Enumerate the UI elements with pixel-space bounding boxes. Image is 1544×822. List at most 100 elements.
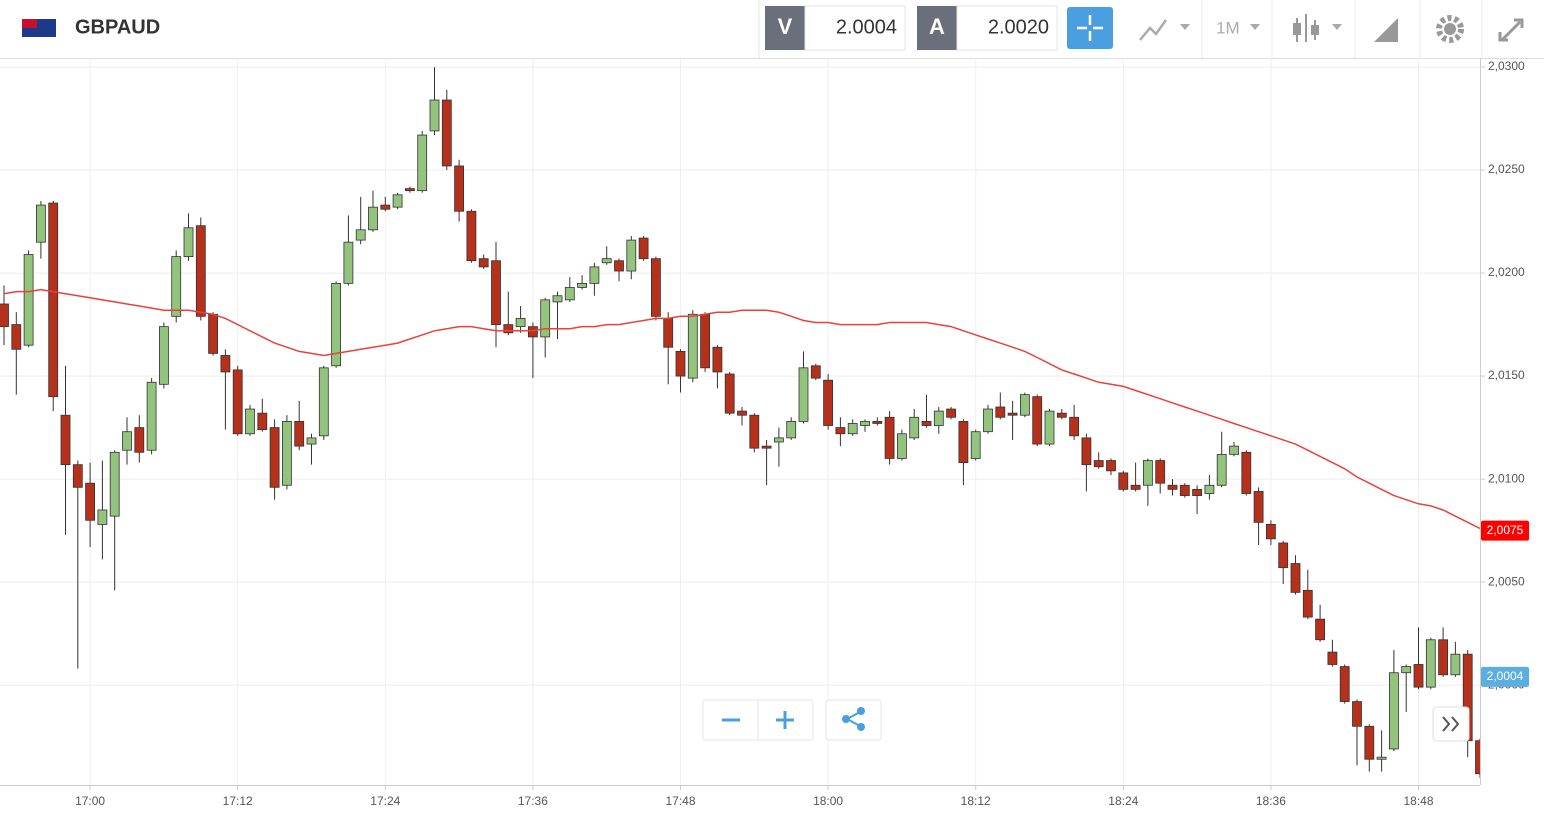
candle-body xyxy=(515,317,526,328)
candle-body xyxy=(380,204,391,210)
candle-body xyxy=(528,326,538,338)
candle-body xyxy=(1352,701,1362,727)
candle-body xyxy=(675,350,686,377)
candle-body xyxy=(417,134,428,192)
candle-body xyxy=(774,437,784,443)
x-tick-label: 17:12 xyxy=(223,794,253,808)
candle-body xyxy=(1192,488,1202,496)
settings-icon-part xyxy=(1444,23,1456,35)
candle-body xyxy=(749,414,760,449)
candle-body xyxy=(1278,542,1289,569)
candle-body xyxy=(724,373,735,414)
candle-body xyxy=(0,303,9,328)
candle-body xyxy=(1143,460,1153,486)
candle-body xyxy=(552,295,563,303)
x-tick-label: 17:24 xyxy=(370,794,400,808)
share-icon-part xyxy=(857,723,865,731)
candle-body xyxy=(478,258,489,268)
candle-body xyxy=(601,258,612,264)
candle-body xyxy=(1093,460,1104,468)
candle-body xyxy=(1327,651,1338,665)
ma-last-label-text: 2,0075 xyxy=(1487,523,1524,537)
candle-body xyxy=(1438,639,1448,676)
candle-body xyxy=(614,260,624,272)
bid-tag[interactable] xyxy=(765,6,805,50)
crosshair-button[interactable] xyxy=(1067,7,1113,49)
candle-body xyxy=(404,188,415,192)
candle-body xyxy=(441,99,452,167)
candle-body xyxy=(1056,412,1067,418)
interval[interactable]: 1M xyxy=(1216,18,1240,37)
candle-body xyxy=(540,299,551,338)
share-icon-part xyxy=(842,715,850,723)
candle-body xyxy=(491,260,501,325)
candle-body xyxy=(1020,394,1030,416)
candle-body xyxy=(860,420,870,426)
ask-price: 2.0020 xyxy=(988,16,1049,38)
candle-body xyxy=(1413,664,1424,688)
candle-body xyxy=(1364,725,1375,760)
ask-box[interactable] xyxy=(956,5,1058,51)
candle-body xyxy=(1315,618,1325,641)
candle-body xyxy=(1007,412,1018,416)
candle-body xyxy=(1339,666,1350,702)
dropdown-arrow xyxy=(1332,24,1342,30)
candle-body xyxy=(933,410,944,426)
candle-body xyxy=(1253,491,1264,523)
candle-body xyxy=(761,445,772,449)
bid-box[interactable] xyxy=(804,5,906,51)
candle-body xyxy=(897,433,907,459)
candle-body xyxy=(269,427,280,488)
candle-body xyxy=(1032,396,1043,445)
candle-body xyxy=(122,431,132,451)
candle-body xyxy=(454,165,465,212)
candle-body xyxy=(232,369,243,435)
zoom-in[interactable] xyxy=(776,711,794,729)
scroll-right-button[interactable] xyxy=(1432,706,1470,742)
fullscreen-icon[interactable] xyxy=(1498,18,1524,42)
ask-tag[interactable] xyxy=(917,6,957,50)
candle-body xyxy=(257,412,268,431)
candle-body xyxy=(355,229,366,241)
candle-body xyxy=(109,451,120,517)
candle-body xyxy=(1069,416,1079,437)
draw-icon[interactable] xyxy=(1374,18,1398,42)
share-button[interactable] xyxy=(825,699,882,741)
candle-body xyxy=(392,194,403,208)
axes: 2,0300 2,0250 2,0200 2,0150 2,0100 2,0050 2,00… xyxy=(75,59,1529,808)
candle-body xyxy=(1106,460,1116,472)
crosshair-icon xyxy=(1077,15,1103,41)
candle-body xyxy=(368,206,378,231)
candle-icon-part xyxy=(1293,23,1301,35)
x-tick-label: 18:00 xyxy=(813,794,843,808)
candle-body xyxy=(651,258,661,317)
settings-icon[interactable] xyxy=(1436,15,1464,43)
y-tick-label: 2,0100 xyxy=(1488,471,1525,485)
candle-body xyxy=(687,313,698,379)
scroll-right-icon xyxy=(1442,716,1460,732)
candle-body xyxy=(11,324,22,350)
x-tick-label: 17:48 xyxy=(665,794,695,808)
candle-body xyxy=(921,420,932,426)
candle-body xyxy=(1389,672,1399,750)
candle-body xyxy=(171,256,182,317)
candle-body xyxy=(23,254,34,346)
dropdown-arrow xyxy=(1250,24,1260,30)
candle-body xyxy=(503,324,514,334)
candle-body xyxy=(195,225,206,317)
x-tick-label: 17:36 xyxy=(518,794,548,808)
candle-body xyxy=(343,241,354,284)
chart-type-icon[interactable] xyxy=(1139,19,1168,41)
candle-body xyxy=(1167,484,1178,490)
candle-body xyxy=(72,464,83,488)
candle-body xyxy=(1216,453,1227,486)
candle-body xyxy=(626,239,637,272)
candle-body xyxy=(995,406,1006,418)
candle-body xyxy=(946,408,956,418)
symbol: GBPAUD xyxy=(75,16,160,38)
candle-body xyxy=(220,355,231,373)
candle-body xyxy=(429,99,440,132)
candle-body xyxy=(48,202,59,398)
candle-body xyxy=(1130,484,1141,490)
